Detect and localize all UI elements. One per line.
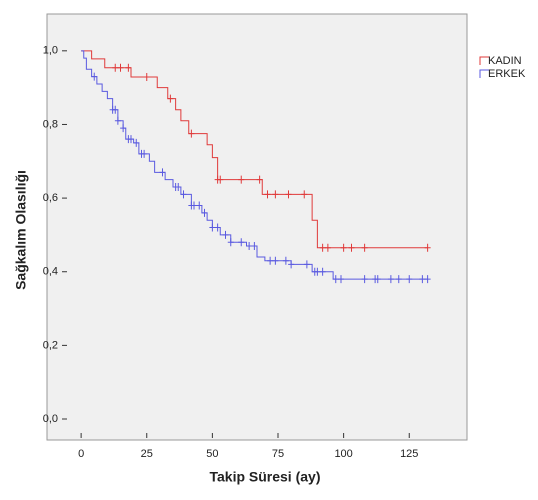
y-tick-label: 0,0 — [43, 413, 58, 425]
censor-mark — [175, 183, 182, 192]
x-axis-title: Takip Süresi (ay) — [209, 469, 320, 485]
censor-mark — [188, 129, 195, 138]
plot-area — [46, 13, 468, 441]
censor-mark — [272, 256, 279, 265]
censor-mark — [361, 275, 368, 284]
censor-mark — [419, 275, 426, 284]
censor-mark — [314, 267, 321, 276]
censor-mark — [128, 135, 134, 144]
x-tick-label: 125 — [400, 448, 418, 460]
censor-mark — [117, 63, 124, 72]
censor-mark — [303, 260, 310, 269]
survival-curve — [81, 50, 428, 280]
censor-mark — [238, 175, 245, 184]
censor-mark — [424, 243, 431, 252]
censor-mark — [246, 241, 253, 250]
y-tick-label: 0,4 — [43, 266, 58, 278]
censor-mark — [196, 201, 203, 210]
censor-mark — [217, 175, 224, 184]
censor-mark — [201, 208, 208, 217]
censor-mark — [209, 223, 216, 232]
x-tick-label: 75 — [272, 448, 284, 460]
y-tick-label: 0,2 — [43, 339, 58, 351]
censor-mark — [120, 124, 127, 133]
censor-mark — [227, 238, 234, 247]
censor-mark — [141, 149, 148, 158]
y-tick-label: 0,6 — [43, 192, 58, 204]
censor-mark — [267, 256, 274, 265]
censor-mark — [238, 238, 245, 247]
censor-mark — [319, 267, 326, 276]
censor-mark — [91, 72, 98, 81]
censor-mark — [114, 116, 121, 125]
censor-mark — [191, 201, 197, 210]
censor-mark — [288, 260, 295, 269]
y-tick-label: 0,8 — [43, 118, 58, 130]
y-axis-title: Sağkalım Olasılığı — [13, 170, 29, 290]
censor-mark — [272, 190, 279, 199]
censor-mark — [301, 190, 308, 199]
x-tick-label: 100 — [334, 448, 352, 460]
legend-label: ERKEK — [488, 68, 526, 80]
legend-swatch — [479, 69, 489, 78]
x-tick-label: 0 — [78, 448, 84, 460]
x-tick-label: 25 — [141, 448, 153, 460]
censor-mark — [112, 63, 119, 72]
censor-mark — [256, 175, 263, 184]
censor-mark — [424, 275, 431, 284]
censor-mark — [395, 275, 402, 284]
censor-mark — [348, 243, 355, 252]
censor-mark — [324, 243, 331, 252]
censor-mark — [332, 275, 339, 284]
censor-mark — [251, 241, 258, 250]
censor-mark — [319, 243, 326, 252]
censor-mark — [264, 190, 271, 199]
legend-swatch — [479, 56, 489, 65]
censor-mark — [282, 256, 289, 265]
censor-mark — [222, 230, 229, 239]
censor-mark — [143, 72, 150, 81]
censor-mark — [338, 275, 344, 284]
censor-mark — [180, 190, 187, 199]
censor-mark — [159, 168, 166, 177]
censor-mark — [125, 63, 132, 72]
censor-mark — [387, 275, 394, 284]
censor-mark — [285, 190, 292, 199]
censor-mark — [133, 138, 140, 147]
legend-label: KADIN — [488, 55, 522, 67]
censor-mark — [112, 105, 119, 114]
censor-mark — [406, 275, 413, 284]
x-tick-label: 50 — [206, 448, 218, 460]
censor-mark — [340, 243, 347, 252]
censor-mark — [167, 94, 174, 103]
y-tick-label: 1,0 — [43, 45, 58, 57]
censor-mark — [214, 223, 221, 232]
censor-mark — [361, 243, 368, 252]
censor-mark — [374, 275, 381, 284]
